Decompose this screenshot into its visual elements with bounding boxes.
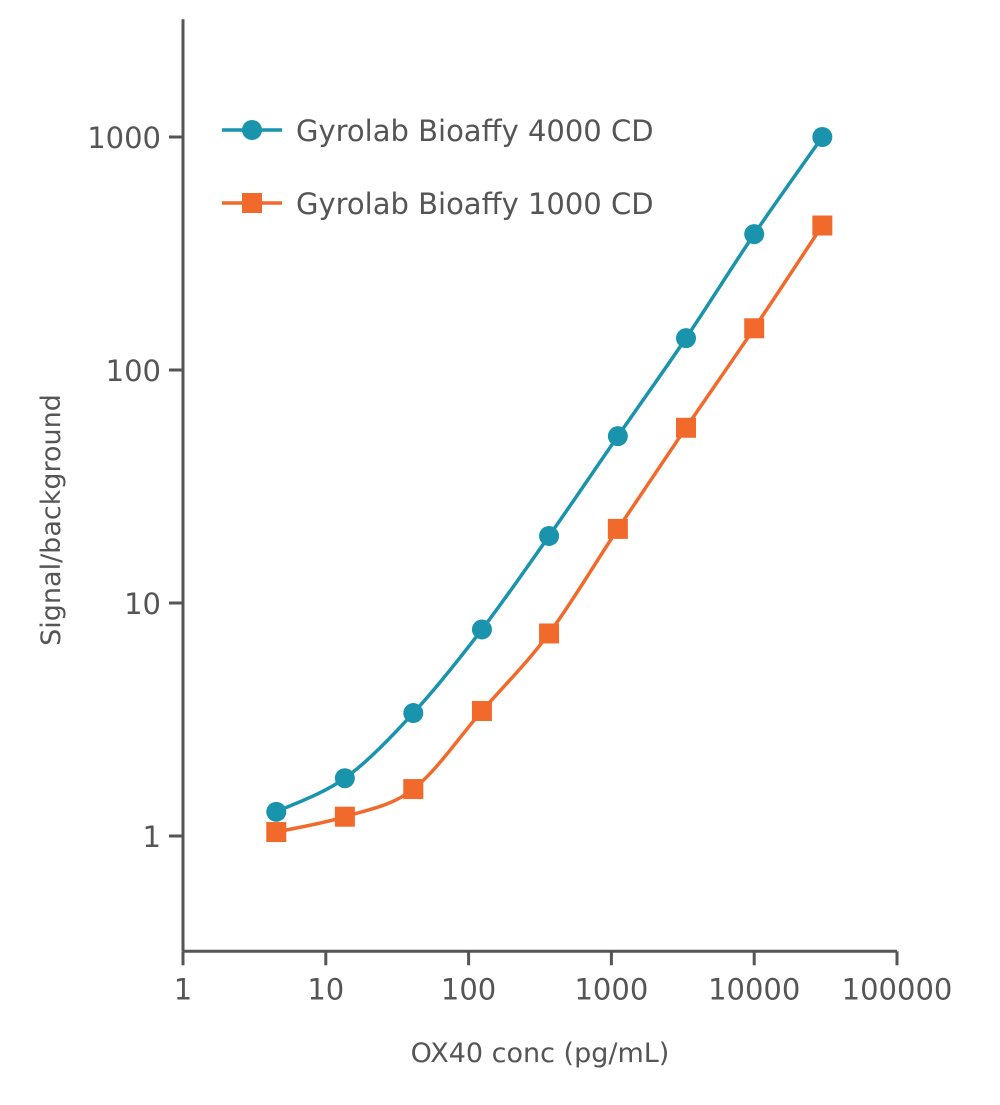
x-tick-label: 1 bbox=[174, 972, 192, 1006]
x-tick-label: 1000 bbox=[574, 972, 648, 1006]
y-tick-label: 10 bbox=[124, 587, 161, 621]
data-point bbox=[471, 619, 492, 640]
legend-marker bbox=[242, 193, 262, 213]
data-point bbox=[607, 426, 628, 447]
x-tick-label: 100000 bbox=[842, 972, 953, 1006]
data-point bbox=[334, 806, 355, 827]
data-point bbox=[471, 700, 492, 721]
y-tick-label: 1 bbox=[143, 820, 161, 854]
legend-marker bbox=[242, 120, 262, 140]
x-axis-label: OX40 conc (pg/mL) bbox=[411, 1038, 670, 1069]
data-point bbox=[744, 318, 765, 339]
y-axis-label: Signal/background bbox=[36, 394, 67, 646]
y-tick-label: 1000 bbox=[87, 121, 161, 155]
data-point bbox=[607, 518, 628, 539]
series-line-2 bbox=[275, 224, 824, 834]
data-point bbox=[539, 623, 560, 644]
x-tick-label: 10 bbox=[307, 972, 344, 1006]
x-tick-label: 100 bbox=[441, 972, 496, 1006]
data-point bbox=[266, 822, 287, 843]
data-point bbox=[676, 328, 697, 349]
legend-label: Gyrolab Bioaffy 1000 CD bbox=[296, 187, 654, 221]
data-point bbox=[403, 703, 424, 724]
data-point bbox=[676, 417, 697, 438]
data-point bbox=[812, 215, 833, 236]
y-tick-label: 100 bbox=[106, 354, 161, 388]
legend-label: Gyrolab Bioaffy 4000 CD bbox=[296, 114, 654, 148]
data-point bbox=[403, 779, 424, 800]
data-point bbox=[266, 801, 287, 822]
series-line-1 bbox=[275, 135, 824, 814]
data-point bbox=[744, 224, 765, 245]
data-point bbox=[812, 127, 833, 147]
data-point bbox=[539, 525, 560, 546]
data-point bbox=[334, 768, 355, 789]
x-tick-label: 10000 bbox=[708, 972, 800, 1006]
